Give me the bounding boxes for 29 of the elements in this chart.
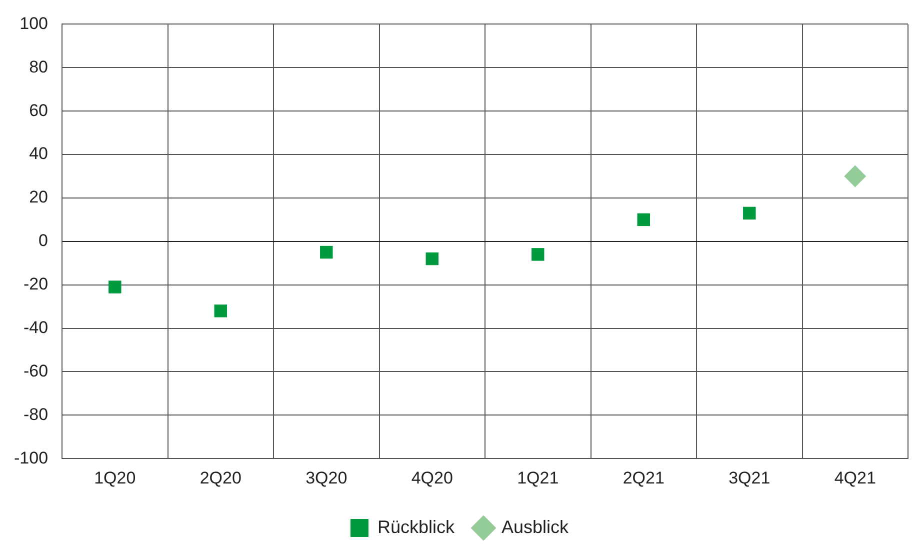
- legend-label: Ausblick: [501, 516, 570, 537]
- x-tick-label: 2Q21: [622, 468, 664, 488]
- y-tick-label: -60: [23, 361, 48, 380]
- point: [320, 246, 333, 259]
- y-tick-label: -100: [14, 448, 48, 468]
- y-tick-label: -40: [23, 318, 48, 337]
- x-tick-label: 3Q21: [728, 468, 770, 488]
- x-tick-label: 4Q21: [834, 468, 876, 488]
- point: [214, 304, 228, 318]
- point: [532, 248, 544, 261]
- y-tick-label: 60: [29, 100, 48, 120]
- y-tick-label: -80: [23, 404, 48, 424]
- point: [743, 206, 756, 220]
- point: [637, 213, 650, 226]
- x-tick-label: 3Q20: [306, 468, 348, 488]
- y-tick-label: 40: [29, 144, 48, 164]
- x-tick-label: 4Q20: [411, 468, 453, 488]
- y-tick-label: 100: [20, 14, 48, 33]
- x-tick-label: 1Q21: [517, 468, 559, 488]
- x-tick-label: 2Q20: [200, 468, 242, 488]
- y-tick-label: -20: [23, 274, 48, 294]
- y-tick-label: 0: [38, 231, 48, 250]
- x-tick-label: 1Q20: [94, 468, 136, 488]
- legend-label: Rückblick: [377, 516, 456, 537]
- y-tick-label: 20: [29, 188, 48, 207]
- y-tick-label: 80: [29, 57, 48, 76]
- point: [844, 165, 866, 188]
- point: [426, 252, 439, 266]
- point: [108, 280, 122, 294]
